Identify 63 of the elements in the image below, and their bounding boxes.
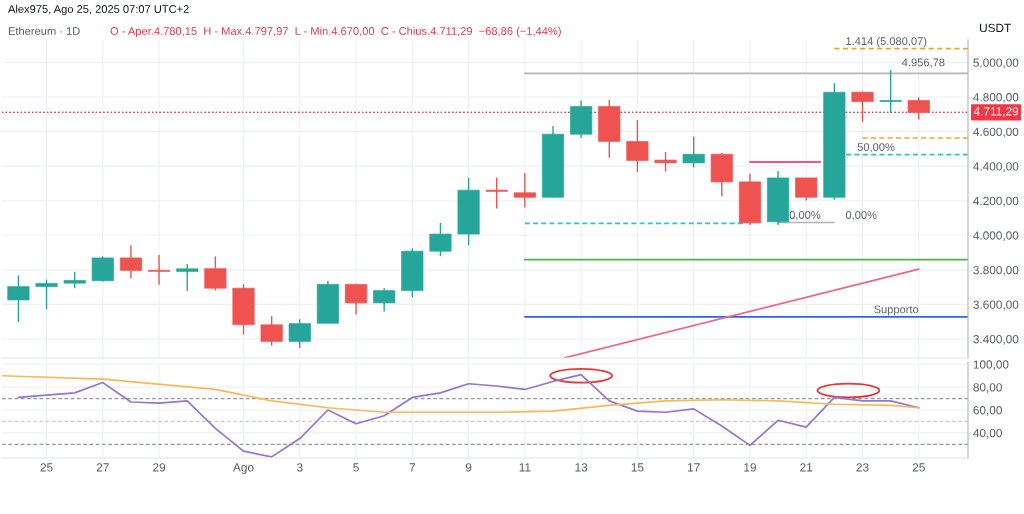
candlestick — [345, 282, 368, 316]
candlestick — [851, 90, 874, 123]
x-tick-label: 29 — [153, 463, 166, 472]
y-tick-label: 4.800,00 — [973, 93, 1019, 103]
x-tick-label: Ago — [233, 463, 254, 474]
x-tick-label: 21 — [800, 463, 813, 472]
annotation: 0,00% — [789, 211, 821, 221]
candlestick — [148, 253, 171, 286]
x-tick-label: 27 — [96, 463, 109, 472]
candlestick — [35, 278, 58, 310]
y-tick-label: 3.400,00 — [973, 335, 1019, 345]
candlestick — [288, 318, 311, 349]
candlestick — [907, 96, 930, 121]
candlestick — [119, 244, 142, 280]
y-tick-label: 5.000,00 — [973, 58, 1019, 69]
candlestick — [682, 135, 705, 169]
y-tick-label: 3.600,00 — [973, 300, 1019, 311]
y-tick-label: 4.600,00 — [973, 127, 1019, 138]
y-tick-label: 100,00 — [973, 360, 1009, 371]
annotation: Supporto — [874, 305, 919, 316]
y-axis-title: USDT — [980, 23, 1011, 33]
x-tick-label: 5 — [353, 463, 359, 472]
candlestick — [176, 263, 199, 292]
x-tick-label: 11 — [519, 463, 531, 472]
y-tick-label: 80,00 — [973, 383, 1002, 393]
y-tick-label: 40,00 — [973, 428, 1002, 439]
y-tick-label: 60,00 — [973, 406, 1002, 416]
candlestick — [204, 255, 227, 292]
annotation: 4.956,78 — [901, 58, 945, 68]
annotation: 0,00% — [845, 211, 877, 221]
candlestick — [513, 172, 536, 209]
y-tick-label: 3.800,00 — [973, 265, 1019, 276]
x-tick-label: 23 — [856, 463, 869, 472]
y-tick-label: 4.400,00 — [973, 162, 1019, 172]
annotation: 50,00% — [857, 143, 895, 153]
line-series — [17, 373, 920, 458]
candlestick — [429, 222, 452, 257]
annotation: 1.414 (5.080,07) — [846, 36, 927, 48]
x-tick-label: 3 — [296, 463, 303, 472]
candlestick — [485, 176, 508, 210]
y-tick-label: 4.200,00 — [973, 196, 1019, 207]
y-tick-label: 4.000,00 — [973, 231, 1019, 242]
candlestick — [7, 274, 30, 323]
line-series — [2, 374, 920, 414]
candlestick — [654, 151, 677, 173]
x-tick-label: 25 — [912, 463, 925, 472]
text: Alex975, Ago 25, 2025 07:07 UTC+2 — [8, 4, 189, 16]
x-tick-label: 19 — [744, 463, 756, 472]
ref-line-label: 4.711,29 — [973, 107, 1019, 117]
x-tick-label: 17 — [688, 463, 700, 472]
x-tick-label: 15 — [631, 463, 644, 472]
candlestick — [626, 119, 649, 173]
candlestick — [373, 287, 396, 313]
candlestick — [260, 315, 283, 347]
candlestick — [795, 177, 818, 202]
candlestick — [879, 69, 902, 114]
x-tick-label: 9 — [465, 463, 472, 472]
x-tick-label: 13 — [575, 463, 588, 472]
chart-subtitle: O - Aper.4.780,15 H - Max.4.797,97 L - Min.4.670,00 C - Chius.4.711,29 −68,86 (−1,44%) — [110, 26, 561, 38]
x-tick-label: 25 — [40, 463, 53, 472]
chart-title: Ethereum · 1D — [8, 26, 80, 35]
x-tick-label: 7 — [409, 463, 416, 472]
candlestick — [91, 255, 114, 283]
